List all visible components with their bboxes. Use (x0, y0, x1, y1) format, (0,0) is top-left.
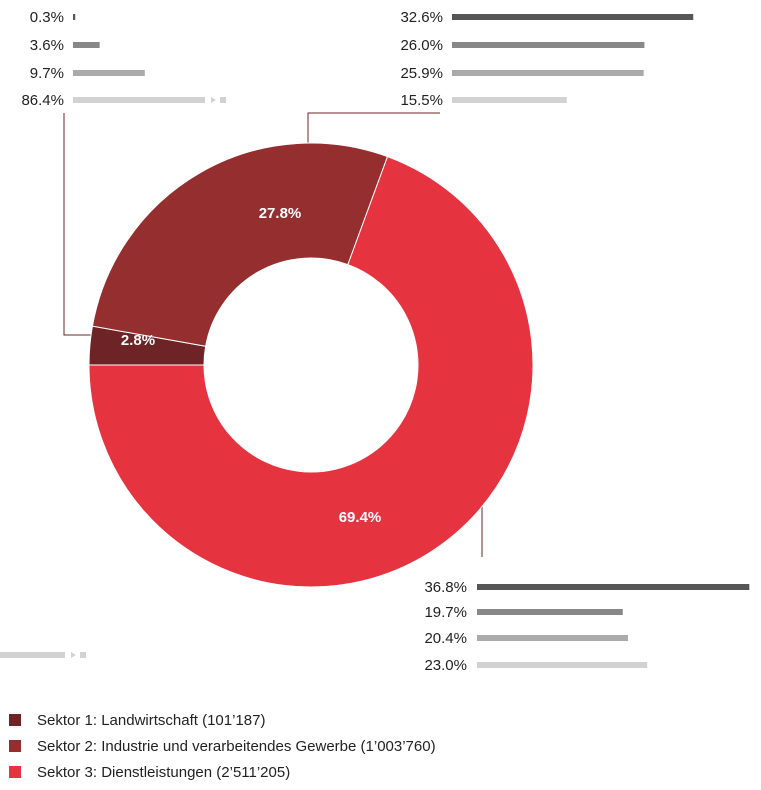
slice-label: 27.8% (259, 205, 302, 222)
bar-label: 0.3% (30, 9, 64, 26)
legend-label: Sektor 1: Landwirtschaft (101’187) (37, 712, 265, 729)
bar (73, 42, 100, 48)
bar (73, 97, 205, 103)
bar-label: 19.7% (424, 604, 467, 621)
bar-label: 25.9% (400, 65, 443, 82)
bar (452, 97, 567, 103)
bar-label: 23.0% (424, 657, 467, 674)
break-mark (220, 97, 226, 103)
break-mark (80, 652, 86, 658)
slice (88, 155, 534, 588)
bar (477, 662, 648, 668)
bar (452, 42, 645, 48)
bar (477, 635, 628, 641)
bar-label: 86.4% (21, 92, 64, 109)
fragment (0, 652, 86, 658)
legend-swatch (9, 740, 21, 752)
bar-label: 36.8% (424, 579, 467, 596)
break-mark (71, 652, 76, 658)
bar (452, 14, 694, 20)
bar (477, 584, 750, 590)
connector (63, 113, 100, 336)
legend-swatch (9, 714, 21, 726)
bar-label: 15.5% (400, 92, 443, 109)
slice-label: 2.8% (121, 332, 155, 349)
legend-label: Sektor 2: Industrie und verarbeitendes G… (37, 738, 436, 755)
bar-fragment (0, 652, 65, 658)
bar-label: 9.7% (30, 65, 64, 82)
bar (73, 70, 145, 76)
bar-label: 26.0% (400, 37, 443, 54)
slice (91, 142, 389, 347)
legend-label: Sektor 3: Dienstleistungen (2’511’205) (37, 764, 290, 781)
bar-label: 32.6% (400, 9, 443, 26)
bar (452, 70, 644, 76)
bar (477, 609, 623, 615)
bar-label: 3.6% (30, 37, 64, 54)
bar (73, 14, 76, 20)
break-mark (211, 97, 216, 103)
slice-label: 69.4% (339, 509, 382, 526)
bar-label: 20.4% (424, 630, 467, 647)
legend-swatch (9, 766, 21, 778)
